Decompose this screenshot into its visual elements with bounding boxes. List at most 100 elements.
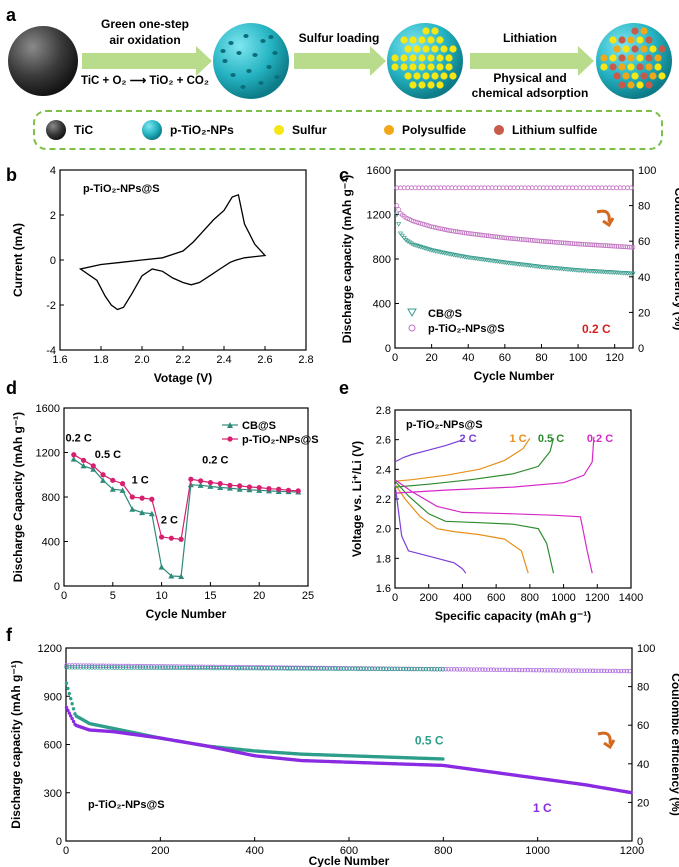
cap-1c-point	[67, 711, 72, 715]
y2-tick-label: 60	[637, 720, 649, 732]
ce-05c-point	[103, 665, 109, 670]
ce-05c-point	[163, 665, 168, 670]
tio2-point	[110, 477, 116, 483]
x-tick-label: 5	[110, 590, 116, 602]
cb-point	[407, 240, 413, 246]
chart-f-annotation: p-TiO₂-NPs@S	[88, 799, 165, 811]
ce-05c-point	[69, 665, 75, 670]
cb-point	[129, 506, 136, 512]
ce-05c-point	[290, 666, 296, 671]
tio2-point	[630, 244, 636, 250]
ce-05c-point	[228, 665, 233, 671]
ce-1c-point	[64, 663, 69, 668]
ce-05c-point	[398, 666, 403, 672]
x-tick-label: 2.8	[298, 354, 313, 366]
curved-arrow-icon	[597, 731, 612, 745]
ce-1c-point	[587, 668, 593, 673]
y-tick-label: 1.8	[376, 553, 391, 565]
tio2-point	[139, 495, 145, 501]
x-tick-label: 120	[606, 352, 624, 364]
ce-1c-point	[446, 667, 451, 672]
x-tick-label: 100	[569, 352, 587, 364]
pore-icon	[272, 51, 278, 55]
ce-05c-point	[72, 665, 78, 670]
y-tick-label: 1.6	[376, 583, 391, 595]
ce-1c-point	[494, 667, 499, 672]
ce-05c-point	[437, 667, 443, 672]
ce-1c-point	[67, 663, 72, 668]
cv-curve	[78, 193, 267, 311]
ce-1c-point	[590, 668, 596, 673]
polysulfide-dot-icon	[645, 63, 653, 71]
ce-05c-point	[403, 666, 409, 672]
y-tick-label: -2	[46, 300, 56, 312]
ce-1c-point	[604, 668, 610, 674]
ce-05c-point	[358, 666, 363, 671]
tio2-point	[266, 486, 272, 492]
discharge-curve	[394, 479, 593, 574]
tio2-point	[207, 479, 213, 486]
ce-1c-point	[579, 668, 584, 673]
discharge-curve	[394, 484, 467, 574]
cb-point	[414, 243, 420, 249]
ce-05c-point	[341, 666, 346, 671]
y-tick-label: 2.0	[376, 524, 391, 536]
ce-1c-point	[517, 667, 522, 673]
chart-b: 1.6 1.8 2.0 2.2 2.4 2.6 2.8 -4 -2 0 2 4 Votage (V) Cu…	[11, 165, 314, 385]
sulfur-dot-icon	[274, 125, 284, 135]
rate-label: 0.2 C	[202, 455, 228, 467]
cb-point	[423, 246, 429, 252]
cb-point	[410, 242, 416, 248]
tio2-point	[276, 486, 282, 492]
ce-1c-point	[582, 668, 587, 673]
charge-curve	[394, 436, 595, 494]
legend-label: Sulfur	[292, 123, 327, 137]
y-tick-label: 600	[44, 740, 62, 752]
ce-05c-point	[208, 665, 213, 671]
pore-icon	[268, 35, 274, 39]
ce-05c-point	[236, 666, 242, 671]
polysulfide-dot-icon	[384, 125, 394, 135]
y2-tick-label: 20	[637, 797, 649, 809]
label-1c: 1 C	[533, 801, 552, 815]
cb-point	[178, 573, 185, 580]
ce-1c-point	[624, 668, 630, 674]
ce-05c-point	[202, 665, 208, 671]
legend-tio2-marker	[408, 324, 416, 332]
rate-label: 0.5 C	[95, 449, 121, 461]
chart-d: 0 5 10 15 20 25 0 400 800 1200 1600 Cycle Number Dis…	[11, 403, 319, 621]
y-tick-label: 400	[42, 537, 60, 549]
tio2-point	[129, 494, 135, 500]
y2-axis-label: Coulombic efficiency (%)	[669, 673, 679, 816]
x-tick-label: 400	[453, 592, 471, 604]
ce-05c-point	[98, 665, 103, 670]
ce-05c-point	[75, 665, 80, 670]
sulfur-dot-icon	[409, 36, 417, 44]
sulfur-dot-icon	[391, 63, 399, 71]
ce-05c-point	[81, 665, 86, 670]
step1-reaction: TiC + O₂ ⟶ TiO₂ + CO₂	[81, 75, 209, 87]
cb-point	[421, 246, 427, 251]
x-tick-label: 25	[302, 590, 314, 602]
x-tick-label: 200	[420, 592, 438, 604]
sulfur-dot-icon	[449, 72, 457, 80]
lithiation-dots	[600, 27, 666, 89]
cb-point	[412, 243, 418, 248]
arrow-head-icon	[603, 739, 616, 750]
y-tick-label: 2.2	[376, 494, 391, 506]
ce-1c-point	[491, 667, 497, 672]
ce-05c-point	[205, 665, 211, 671]
ce-05c-point	[112, 665, 117, 670]
x-tick-label: 40	[462, 352, 474, 364]
ce-05c-point	[231, 666, 236, 671]
y-tick-label: 0	[50, 255, 56, 267]
x-tick-label: 1200	[585, 592, 609, 604]
y-tick-label: 1600	[36, 403, 60, 415]
y-tick-label: 2	[50, 210, 56, 222]
pore-icon	[252, 53, 258, 57]
ce-05c-point	[120, 665, 126, 670]
tio2-point	[119, 481, 126, 487]
ce-05c-point	[126, 665, 131, 670]
ce-1c-point	[449, 667, 454, 672]
ce-05c-point	[89, 665, 95, 670]
